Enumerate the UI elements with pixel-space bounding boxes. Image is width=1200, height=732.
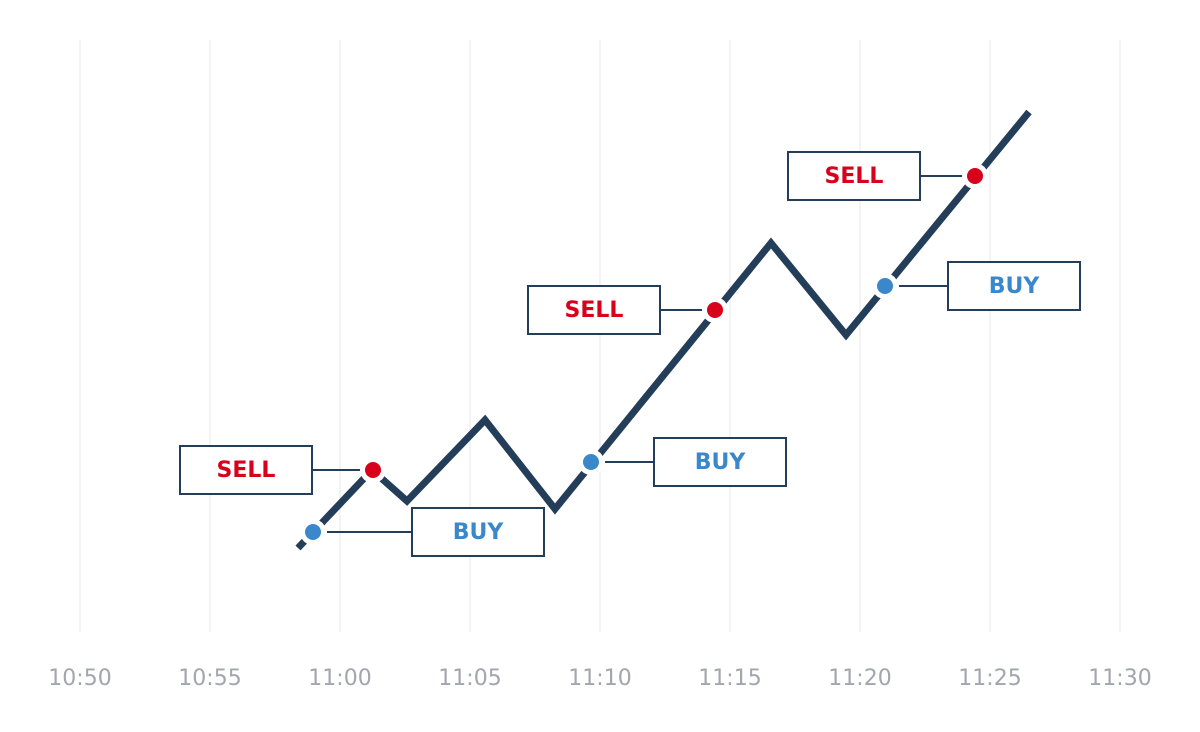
signal-label: SELL	[217, 458, 276, 483]
signal-box	[947, 261, 1081, 311]
x-tick-label: 10:55	[178, 666, 241, 691]
signal-box	[411, 507, 545, 557]
grid	[79, 40, 1121, 632]
x-tick-label: 11:00	[308, 666, 371, 691]
x-tick-label: 11:15	[698, 666, 761, 691]
time-axis: 10:50 10:55 11:00 11:05 11:10 11:15 11:2…	[48, 666, 1151, 691]
signal-box	[527, 285, 661, 335]
sell-dot	[967, 168, 983, 184]
signal-label: BUY	[695, 450, 747, 475]
x-tick-label: 10:50	[48, 666, 111, 691]
sell-dot	[365, 462, 381, 478]
signal-dots	[300, 163, 988, 545]
signal-label: SELL	[565, 298, 624, 323]
signal-boxes: BUY SELL BUY SELL BUY SELL	[179, 151, 1081, 557]
signal-label: SELL	[825, 164, 884, 189]
buy-dot	[305, 524, 321, 540]
sell-dot	[707, 302, 723, 318]
x-tick-label: 11:30	[1088, 666, 1151, 691]
signal-box	[653, 437, 787, 487]
x-tick-label: 11:05	[438, 666, 501, 691]
x-tick-label: 11:10	[568, 666, 631, 691]
signal-label: BUY	[453, 520, 505, 545]
x-tick-label: 11:25	[958, 666, 1021, 691]
buy-dot	[877, 278, 893, 294]
signal-box	[787, 151, 921, 201]
signal-label: BUY	[989, 274, 1041, 299]
x-tick-label: 11:20	[828, 666, 891, 691]
buy-dot	[583, 454, 599, 470]
connectors	[312, 175, 963, 533]
signal-box	[179, 445, 313, 495]
